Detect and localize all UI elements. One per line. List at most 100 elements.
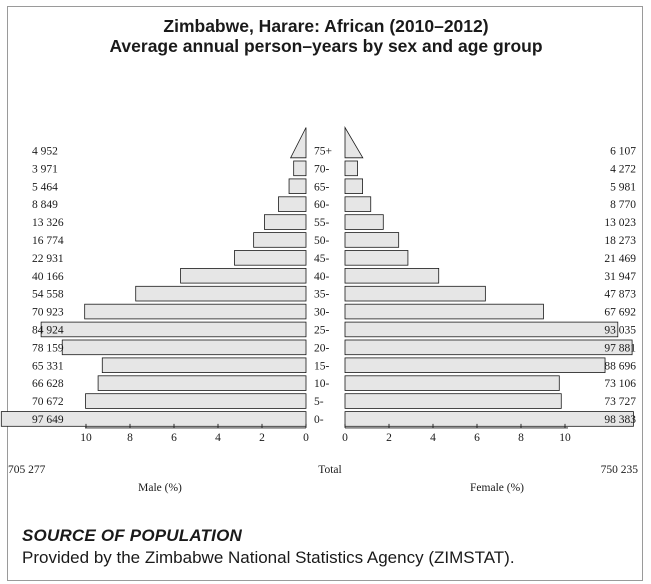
age-group-label: 25-	[314, 324, 330, 336]
female-count-label: 4 272	[610, 163, 636, 175]
chart-frame: Zimbabwe, Harare: African (2010–2012) Av…	[7, 6, 643, 581]
male-bar	[278, 196, 307, 212]
male-bar	[180, 267, 307, 284]
female-bar	[344, 214, 384, 230]
male-count-label: 97 649	[32, 414, 64, 426]
male-axis-title: Male (%)	[138, 482, 182, 494]
age-group-label: 60-	[314, 199, 330, 211]
female-axis-title: Female (%)	[470, 482, 524, 494]
female-bar	[344, 126, 364, 159]
male-bar	[253, 232, 307, 248]
chart-subtitle: Average annual person–years by sex and a…	[109, 36, 543, 56]
female-count-label: 31 947	[604, 271, 636, 283]
female-count-label: 8 770	[610, 199, 636, 211]
male-count-label: 4 952	[32, 145, 58, 157]
male-count-label: 8 849	[32, 199, 58, 211]
age-group-label: 65-	[314, 181, 330, 193]
female-bar	[344, 285, 486, 302]
age-group-label: 40-	[314, 271, 330, 283]
female-count-label: 88 696	[604, 360, 636, 372]
female-bar	[344, 178, 364, 194]
age-group-label: 20-	[314, 342, 330, 354]
female-x-tick-label: 8	[518, 432, 524, 444]
male-count-label: 13 326	[32, 217, 64, 229]
female-count-label: 97 881	[604, 342, 636, 354]
total-label: Total	[318, 464, 341, 476]
age-group-label: 30-	[314, 307, 330, 319]
female-x-tick-label: 2	[386, 432, 392, 444]
male-count-label: 16 774	[32, 235, 64, 247]
female-x-tick-label: 4	[430, 432, 436, 444]
female-count-label: 5 981	[610, 181, 636, 193]
male-bar	[61, 339, 307, 356]
female-count-label: 93 035	[604, 324, 636, 336]
female-count-label: 18 273	[604, 235, 636, 247]
male-count-label: 78 159	[32, 342, 64, 354]
male-bar	[293, 160, 307, 177]
age-group-label: 5-	[314, 396, 324, 408]
male-x-tick-label: 4	[215, 432, 221, 444]
age-group-label: 50-	[314, 235, 330, 247]
source-heading: SOURCE OF POPULATION	[22, 526, 242, 545]
male-count-label: 5 464	[32, 181, 58, 193]
male-count-label: 84 924	[32, 324, 64, 336]
male-x-tick-label: 2	[259, 432, 265, 444]
male-count-label: 54 558	[32, 289, 64, 301]
female-x-tick-label: 0	[342, 432, 348, 444]
female-bar	[344, 357, 606, 373]
female-total: 750 235	[601, 464, 639, 476]
female-bar	[344, 250, 409, 266]
male-bar	[135, 285, 307, 302]
chart-title: Zimbabwe, Harare: African (2010–2012) Av…	[8, 16, 644, 56]
source-text: Provided by the Zimbabwe National Statis…	[22, 548, 515, 567]
female-bar	[344, 303, 544, 320]
female-x-tick-label: 6	[474, 432, 480, 444]
male-count-label: 70 672	[32, 396, 64, 408]
female-bar	[344, 196, 372, 212]
male-count-label: 65 331	[32, 360, 64, 372]
female-bar	[344, 321, 619, 338]
male-count-label: 3 971	[32, 163, 58, 175]
age-group-label: 10-	[314, 378, 330, 390]
male-count-label: 66 628	[32, 378, 64, 390]
male-bar	[40, 321, 307, 338]
age-group-label: 75+	[314, 145, 332, 157]
male-bar	[97, 375, 307, 391]
male-bar	[101, 357, 307, 373]
age-group-label: 45-	[314, 253, 330, 265]
female-bar	[344, 411, 634, 427]
male-bar	[84, 303, 307, 320]
chart-title-line1: Zimbabwe, Harare: African (2010–2012)	[163, 16, 489, 36]
female-count-label: 73 727	[604, 396, 636, 408]
male-x-tick-label: 8	[127, 432, 133, 444]
age-group-label: 0-	[314, 414, 324, 426]
age-group-label: 15-	[314, 360, 330, 372]
male-x-tick-label: 6	[171, 432, 177, 444]
female-bar	[344, 267, 440, 284]
female-bar	[344, 375, 560, 391]
female-count-label: 73 106	[604, 378, 636, 390]
male-bar	[0, 411, 307, 427]
age-group-label: 55-	[314, 217, 330, 229]
male-bar	[289, 127, 307, 159]
female-count-label: 6 107	[610, 145, 636, 157]
female-count-label: 98 383	[604, 414, 636, 426]
male-bar	[234, 250, 307, 266]
male-count-label: 70 923	[32, 307, 64, 319]
female-bar	[344, 393, 562, 409]
female-count-label: 13 023	[604, 217, 636, 229]
male-bar	[85, 393, 307, 409]
male-bar	[288, 178, 307, 194]
female-bar	[344, 232, 400, 248]
male-x-tick-label: 10	[80, 432, 92, 444]
age-group-label: 70-	[314, 163, 330, 175]
male-total: 705 277	[8, 464, 46, 476]
female-count-label: 47 873	[604, 289, 636, 301]
age-group-label: 35-	[314, 289, 330, 301]
male-bar	[264, 214, 307, 230]
male-count-label: 22 931	[32, 253, 64, 265]
female-count-label: 21 469	[604, 253, 636, 265]
female-count-label: 67 692	[604, 307, 636, 319]
female-bar	[344, 160, 358, 177]
